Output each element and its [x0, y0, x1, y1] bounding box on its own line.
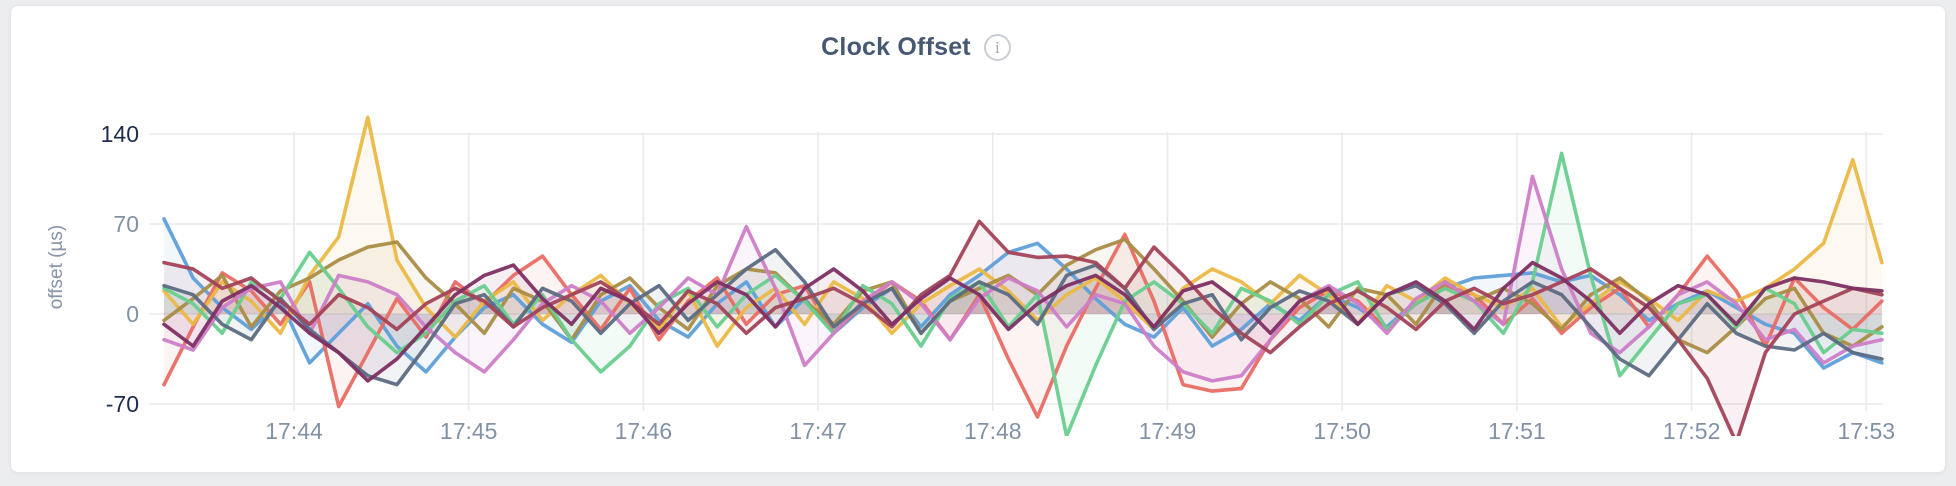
series-area-red: [164, 234, 1882, 417]
x-tick-label-17:44: 17:44: [265, 418, 323, 444]
y-tick-label--70: -70: [106, 391, 139, 417]
y-tick-label-140: 140: [101, 121, 139, 147]
chart-header: Clock Offset i: [11, 33, 1821, 62]
series-line-gold: [162, 115, 1884, 348]
y-tick-label-0: 0: [126, 301, 139, 327]
series-line-plum: [162, 260, 1884, 383]
x-tick-label-17:51: 17:51: [1488, 418, 1546, 444]
series-area-maroon: [164, 221, 1882, 436]
series-area-olive: [164, 239, 1882, 353]
x-tick-label-17:50: 17:50: [1313, 418, 1371, 444]
x-tick-label-17:45: 17:45: [440, 418, 498, 444]
x-tick-label-17:47: 17:47: [789, 418, 847, 444]
series-area-orchid: [164, 176, 1882, 381]
chart-title: Clock Offset: [821, 33, 971, 61]
series-line-maroon: [162, 219, 1884, 436]
series-line-blue: [162, 217, 1884, 374]
clock-offset-chart[interactable]: 140 70 0 -70 17:44 17:45 17:46 17:47 17:48 17:49 1…: [11, 6, 1945, 472]
info-icon-glyph: i: [994, 38, 1000, 57]
clock-offset-card: Clock Offset i offset (µs) 140 70 0 -70 17:4…: [10, 5, 1946, 473]
x-tick-label-17:52: 17:52: [1663, 418, 1721, 444]
x-tick-label-17:48: 17:48: [964, 418, 1022, 444]
y-axis-label: offset (µs): [46, 224, 67, 310]
info-icon[interactable]: i: [983, 34, 1011, 61]
series-line-orchid: [162, 174, 1884, 383]
x-tick-label-17:53: 17:53: [1838, 418, 1896, 444]
series-line-slate: [162, 247, 1884, 387]
y-tick-label-70: 70: [113, 211, 139, 237]
x-tick-label-17:49: 17:49: [1139, 418, 1197, 444]
x-tick-label-17:46: 17:46: [615, 418, 673, 444]
series-area-blue: [164, 218, 1882, 372]
